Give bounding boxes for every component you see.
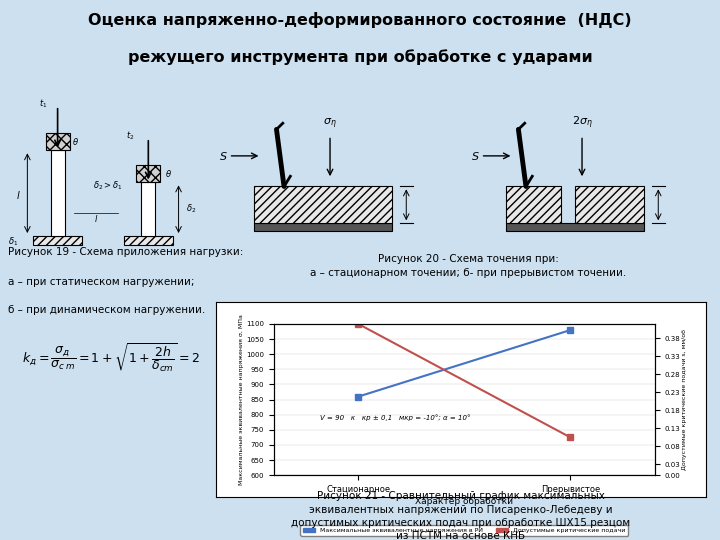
Text: режущего инструмента при обработке с ударами: режущего инструмента при обработке с уда… <box>127 50 593 65</box>
Y-axis label: Допустимые критические подачи s, мм/об: Допустимые критические подачи s, мм/об <box>682 329 687 470</box>
Bar <box>50 150 65 236</box>
Text: Рисунок 19 - Схема приложения нагрузки:: Рисунок 19 - Схема приложения нагрузки: <box>8 247 243 257</box>
Text: $t_2$: $t_2$ <box>126 130 135 143</box>
Text: $S$: $S$ <box>471 150 480 162</box>
Text: Оценка напряженно-деформированного состояние  (НДС): Оценка напряженно-деформированного состо… <box>88 12 632 28</box>
Bar <box>124 236 173 245</box>
Bar <box>45 132 70 150</box>
Bar <box>505 223 644 231</box>
Text: $S$: $S$ <box>219 150 228 162</box>
Y-axis label: Максимальные эквивалентные напряжения σ, МПа: Максимальные эквивалентные напряжения σ,… <box>240 314 245 485</box>
Bar <box>254 186 392 223</box>
Text: $k_д = \dfrac{\sigma_д}{\sigma_{c\,m}} = 1 + \sqrt{1 + \dfrac{2h}{\delta_{cm}}} : $k_д = \dfrac{\sigma_д}{\sigma_{c\,m}} =… <box>22 341 199 374</box>
Bar <box>575 186 644 223</box>
Text: $t_1$: $t_1$ <box>40 98 48 110</box>
Bar <box>33 236 82 245</box>
Text: а – при статическом нагружении;: а – при статическом нагружении; <box>8 276 194 287</box>
Text: $\delta_2 > \delta_1$: $\delta_2 > \delta_1$ <box>93 180 123 192</box>
Text: V = 90   к   кр ± 0,1   мкр = -10°; α = 10°: V = 90 к кр ± 0,1 мкр = -10°; α = 10° <box>320 414 471 421</box>
Text: $l$: $l$ <box>94 213 98 224</box>
Bar <box>136 165 161 183</box>
Text: $2\sigma_\eta$: $2\sigma_\eta$ <box>572 115 593 131</box>
Bar <box>141 183 156 236</box>
Text: Рисунок 21 - Сравнительный график максимальных
эквивалентных напряжений по Писар: Рисунок 21 - Сравнительный график максим… <box>291 491 631 540</box>
Text: $\theta$: $\theta$ <box>165 168 172 179</box>
X-axis label: Характер обработки: Характер обработки <box>415 497 513 505</box>
Text: $\delta_1$: $\delta_1$ <box>8 235 19 247</box>
Text: $l$: $l$ <box>16 189 21 201</box>
Text: Рисунок 20 - Схема точения при:
а – стационарном точении; б- при прерывистом точ: Рисунок 20 - Схема точения при: а – стац… <box>310 254 626 278</box>
Text: $\delta_2$: $\delta_2$ <box>186 203 196 215</box>
Bar <box>505 186 562 223</box>
Text: $\sigma_\eta$: $\sigma_\eta$ <box>323 117 337 131</box>
Bar <box>254 223 392 231</box>
Text: б – при динамическом нагружении.: б – при динамическом нагружении. <box>8 305 205 315</box>
Legend: Максимальные эквивалентные напряжения в РИ, Допустимые критические подачи: Максимальные эквивалентные напряжения в … <box>300 525 629 536</box>
Text: $\theta$: $\theta$ <box>72 136 79 147</box>
